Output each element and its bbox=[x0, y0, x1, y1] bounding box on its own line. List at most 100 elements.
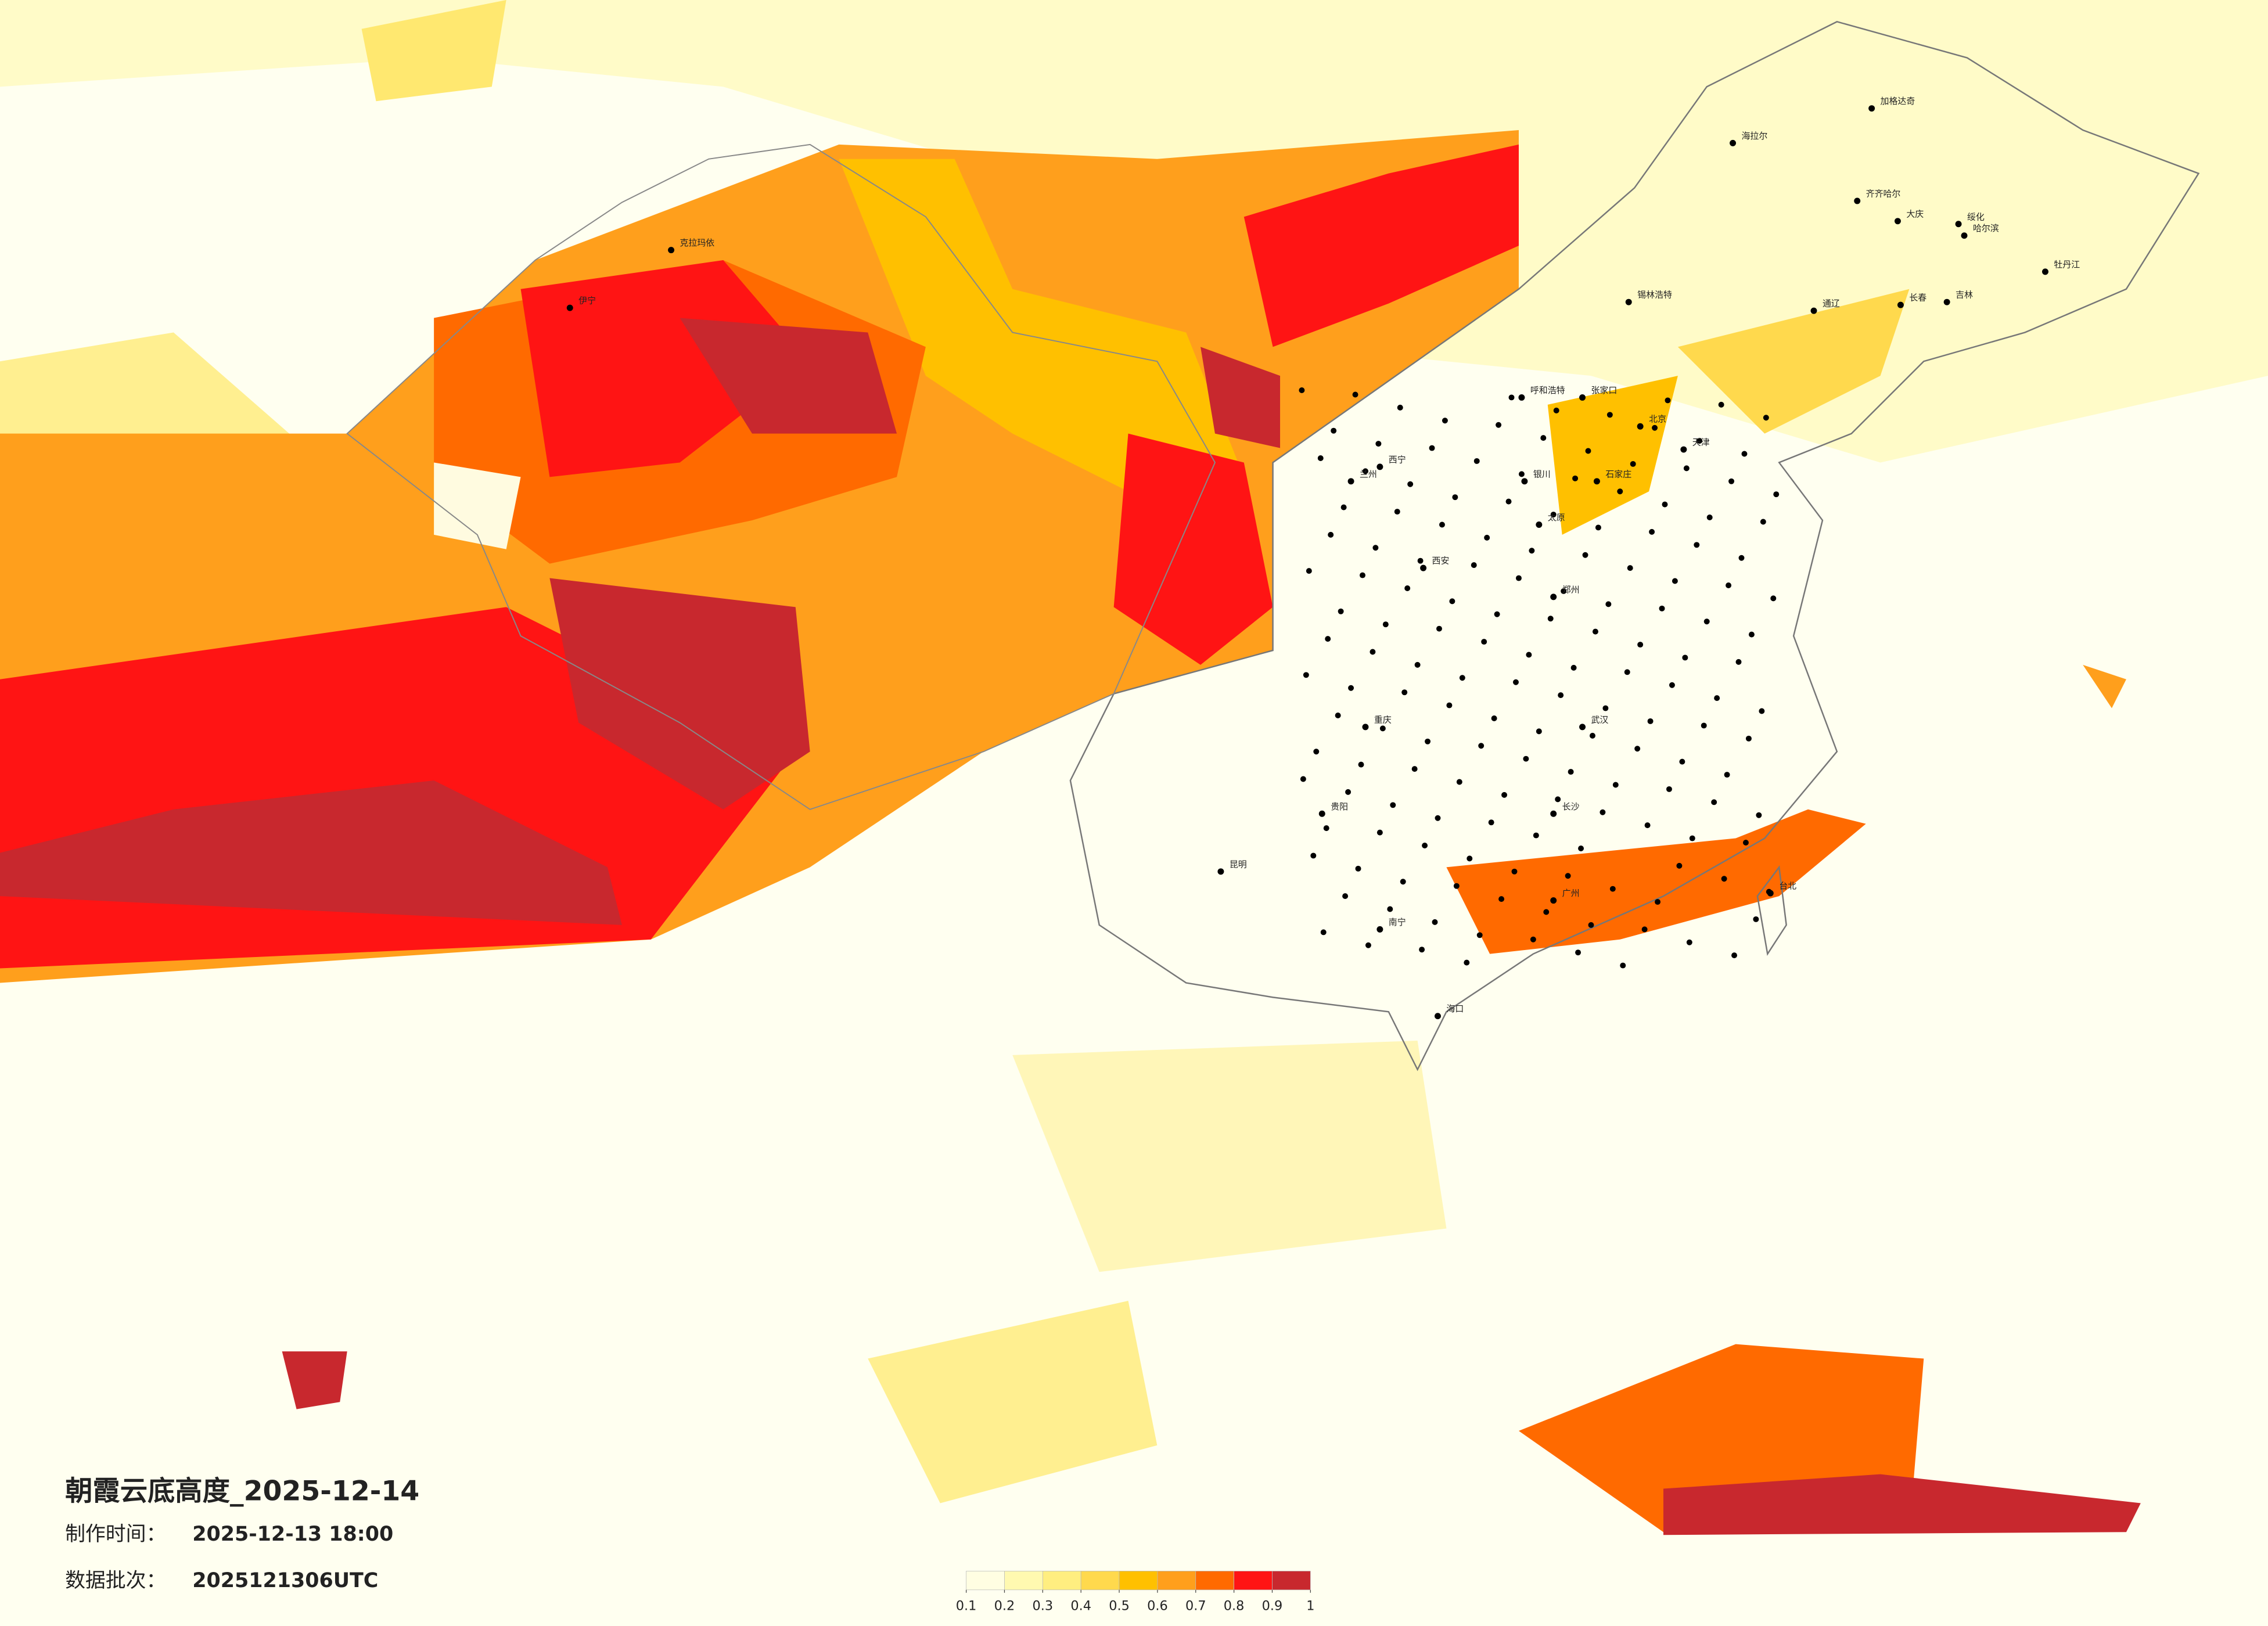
city-dot bbox=[1738, 555, 1745, 561]
city-dot bbox=[1382, 621, 1389, 628]
city-dot bbox=[1533, 832, 1539, 839]
city-dot bbox=[1666, 786, 1672, 792]
city-dot bbox=[1595, 524, 1601, 531]
city-dot bbox=[1753, 916, 1759, 922]
city-dot bbox=[1894, 218, 1901, 225]
city-dot bbox=[1543, 909, 1550, 915]
legend-tick-label: 0.5 bbox=[1109, 1599, 1130, 1614]
city-dots bbox=[566, 105, 2048, 1020]
legend-tick-label: 0.1 bbox=[956, 1599, 977, 1614]
legend-swatch bbox=[1195, 1571, 1234, 1591]
city-dot bbox=[1400, 879, 1406, 885]
city-label: 昆明 bbox=[1230, 859, 1247, 869]
city-dot bbox=[1665, 397, 1671, 404]
city-dot bbox=[1550, 593, 1557, 600]
city-dot bbox=[1456, 779, 1462, 785]
city-dot bbox=[1575, 949, 1582, 956]
city-dot bbox=[1854, 197, 1861, 204]
city-dot bbox=[1553, 407, 1559, 413]
city-dot bbox=[1325, 636, 1331, 642]
city-dot bbox=[1726, 582, 1732, 588]
city-dot bbox=[1624, 669, 1630, 675]
city-dot bbox=[1593, 478, 1600, 485]
city-label: 银川 bbox=[1533, 469, 1551, 479]
city-dot bbox=[566, 304, 573, 311]
city-dot bbox=[1649, 528, 1655, 535]
city-dot bbox=[1420, 564, 1427, 571]
city-label: 绥化 bbox=[1967, 211, 1985, 222]
city-label: 石家庄 bbox=[1605, 469, 1631, 479]
city-dot bbox=[1961, 232, 1968, 239]
city-dot bbox=[1579, 724, 1586, 731]
city-dot bbox=[1696, 438, 1703, 444]
city-dot bbox=[1338, 608, 1344, 614]
legend-tick-label: 0.6 bbox=[1147, 1599, 1168, 1614]
city-dot bbox=[1672, 578, 1678, 584]
city-dot bbox=[1347, 478, 1354, 485]
legend-swatch bbox=[1157, 1571, 1196, 1591]
city-label: 武汉 bbox=[1591, 714, 1608, 725]
city-dot bbox=[1578, 846, 1584, 851]
city-dot bbox=[1422, 843, 1428, 848]
batch: 2025121306UTC bbox=[192, 1569, 378, 1592]
city-dot bbox=[1728, 478, 1735, 484]
city-dot bbox=[1496, 422, 1502, 428]
city-dot bbox=[1625, 298, 1632, 305]
city-dot bbox=[1435, 1013, 1441, 1020]
city-label: 天津 bbox=[1692, 437, 1710, 448]
city-dot bbox=[1387, 906, 1393, 912]
city-dot bbox=[1352, 391, 1358, 398]
city-label: 贵阳 bbox=[1331, 801, 1348, 812]
city-dot bbox=[1529, 548, 1535, 554]
city-dot bbox=[1464, 959, 1470, 966]
city-dot bbox=[1572, 475, 1579, 481]
city-dot bbox=[668, 247, 675, 254]
legend-tick-label: 1 bbox=[1306, 1599, 1314, 1614]
city-dot bbox=[1404, 585, 1411, 591]
border bbox=[346, 143, 1216, 810]
city-label: 台北 bbox=[1779, 881, 1796, 891]
city-dot bbox=[1602, 705, 1609, 711]
legend-tick-label: 0.8 bbox=[1224, 1599, 1245, 1614]
city-dot bbox=[1467, 855, 1473, 862]
city-label: 广州 bbox=[1562, 888, 1580, 898]
city-dot bbox=[1760, 519, 1766, 525]
city-dot bbox=[1442, 418, 1448, 424]
city-dot bbox=[1686, 939, 1692, 945]
city-label: 西宁 bbox=[1389, 454, 1406, 465]
city-dot bbox=[1763, 415, 1769, 421]
city-dot bbox=[1766, 888, 1772, 895]
city-label: 南宁 bbox=[1389, 917, 1406, 927]
city-dot bbox=[1498, 896, 1505, 902]
city-dot bbox=[1453, 883, 1460, 889]
city-dot bbox=[1730, 139, 1737, 146]
city-dot bbox=[1617, 488, 1623, 495]
city-dot bbox=[1484, 534, 1490, 541]
city-dot bbox=[1682, 654, 1688, 661]
city-dot bbox=[1397, 404, 1403, 411]
city-dot bbox=[1348, 685, 1354, 691]
city-dot bbox=[1478, 743, 1485, 749]
city-label: 哈尔滨 bbox=[1973, 223, 1999, 233]
city-dot bbox=[1550, 512, 1557, 518]
city-dot bbox=[1683, 465, 1690, 472]
city-dot bbox=[1494, 611, 1500, 617]
city-dot bbox=[1429, 445, 1435, 451]
city-dot bbox=[1592, 628, 1598, 635]
city-label: 齐齐哈尔 bbox=[1866, 188, 1901, 199]
city-dot bbox=[1570, 664, 1577, 671]
city-label: 呼和浩特 bbox=[1530, 385, 1565, 395]
city-dot bbox=[1425, 738, 1431, 744]
city-dot bbox=[1609, 886, 1616, 892]
city-dot bbox=[1655, 899, 1661, 905]
city-dot bbox=[1748, 631, 1755, 638]
legend-tick-label: 0.4 bbox=[1070, 1599, 1091, 1614]
city-dot bbox=[1634, 746, 1641, 752]
city-dot bbox=[1568, 769, 1574, 775]
city-dot bbox=[1394, 509, 1400, 515]
city-dot bbox=[1662, 501, 1668, 508]
city-dot bbox=[1365, 942, 1371, 948]
city-dot bbox=[1659, 605, 1665, 611]
city-dot bbox=[1600, 809, 1606, 815]
